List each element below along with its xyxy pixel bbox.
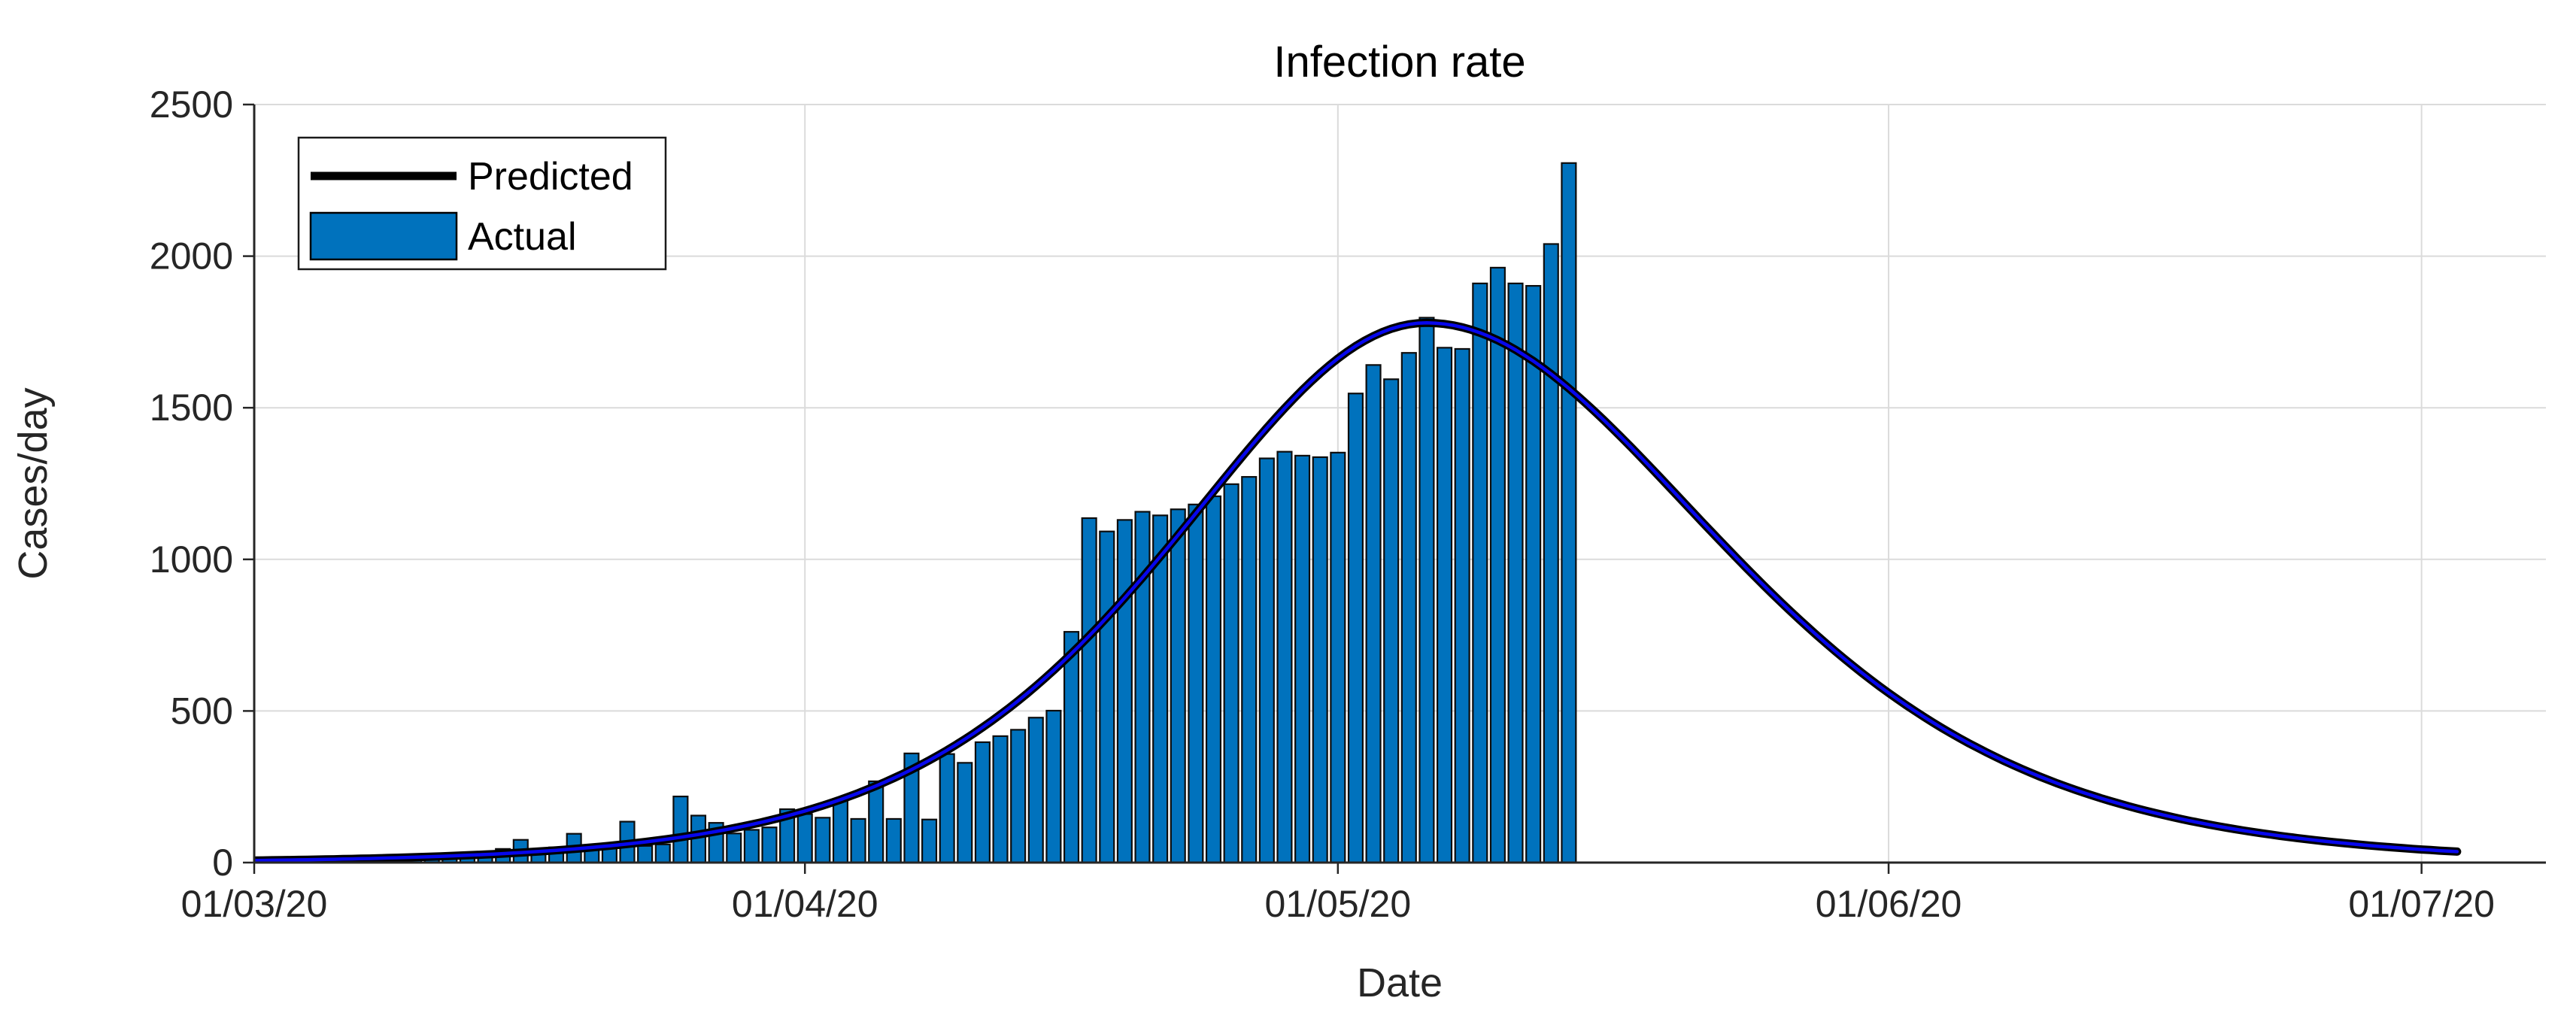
actual-bar [1525, 285, 1542, 863]
actual-bar [1312, 456, 1328, 863]
y-tick-label: 2000 [150, 235, 233, 277]
actual-bar [1205, 495, 1222, 863]
legend-label-predicted: Predicted [468, 155, 633, 199]
y-axis-label: Cases/day [11, 387, 56, 579]
actual-bar [1347, 393, 1364, 863]
actual-bar [654, 843, 671, 863]
predicted-line-inner [254, 321, 2459, 863]
actual-bar [1418, 317, 1435, 863]
actual-bar [974, 741, 991, 863]
actual-bar [1383, 378, 1400, 863]
chart-title: Infection rate [1273, 38, 1525, 86]
y-tick-label: 2500 [150, 83, 233, 126]
actual-bar [1027, 717, 1044, 863]
x-tick-label: 01/06/20 [1816, 883, 1962, 925]
actual-bar [637, 845, 654, 863]
actual-bar [1472, 282, 1488, 863]
actual-bar [743, 829, 760, 863]
actual-bar [992, 735, 1009, 863]
legend: Predicted Actual [297, 136, 667, 271]
axes [243, 103, 2546, 874]
y-tick-label: 0 [212, 842, 233, 884]
actual-bar [1134, 511, 1151, 863]
actual-bar [1116, 519, 1133, 863]
actual-bar [939, 753, 955, 863]
x-tick-label: 01/04/20 [732, 883, 878, 925]
actual-bar [1294, 454, 1311, 863]
x-tick-label: 01/07/20 [2348, 883, 2495, 925]
actual-bars [254, 162, 1577, 863]
y-tick-label: 1500 [150, 387, 233, 429]
actual-bar [903, 752, 920, 863]
actual-bar [1454, 347, 1470, 863]
actual-bar [868, 780, 884, 863]
actual-bar [1241, 476, 1258, 863]
actual-bar [1330, 451, 1346, 863]
actual-bar [1081, 517, 1097, 863]
x-tick-label: 01/05/20 [1265, 883, 1412, 925]
actual-bar [1063, 631, 1080, 863]
actual-bar [815, 817, 831, 863]
actual-bar [1489, 266, 1506, 863]
actual-bar [672, 796, 689, 863]
y-tick-label: 500 [171, 690, 233, 732]
legend-label-actual: Actual [468, 215, 577, 259]
actual-bar [1223, 483, 1239, 863]
actual-bar [921, 818, 938, 863]
actual-bar [1099, 530, 1115, 863]
actual-bar [850, 817, 866, 863]
x-tick-label: 01/03/20 [181, 883, 328, 925]
actual-bar [885, 817, 902, 863]
actual-bar [832, 799, 849, 863]
actual-bar [1507, 282, 1524, 863]
actual-bar [1543, 243, 1559, 863]
actual-bar [1188, 503, 1204, 863]
predicted-curve [254, 318, 2462, 863]
actual-bar [1276, 450, 1293, 863]
actual-bar [1170, 508, 1186, 863]
actual-bar [761, 826, 778, 863]
actual-bar [1152, 514, 1169, 863]
legend-actual-bar-sample [309, 211, 458, 261]
x-axis-label: Date [1357, 960, 1443, 1005]
actual-bar [1400, 352, 1417, 863]
actual-bar [1045, 709, 1062, 863]
y-tick-label: 1000 [150, 538, 233, 581]
tick-labels: 01/03/20 01/04/20 01/05/20 01/06/20 01/07/20… [150, 83, 2495, 925]
actual-bar [1561, 162, 1577, 863]
actual-bar [957, 762, 973, 863]
actual-bar [726, 832, 742, 863]
actual-bar [1365, 364, 1382, 863]
actual-bar [1258, 457, 1275, 863]
actual-bar [1010, 729, 1027, 863]
actual-bar [1437, 347, 1453, 863]
actual-bar [796, 813, 813, 863]
